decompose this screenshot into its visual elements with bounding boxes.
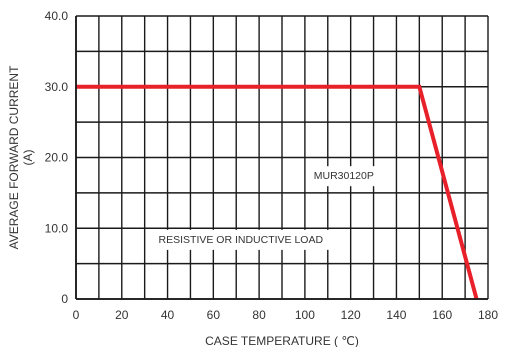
annotation-label: MUR30120P <box>314 170 374 182</box>
x-tick-label: 0 <box>73 308 80 322</box>
y-tick-label: 20.0 <box>45 151 69 165</box>
y-tick-label: 0 <box>61 292 68 306</box>
x-tick-label: 140 <box>386 308 406 322</box>
annotation-label: RESISTIVE OR INDUCTIVE LOAD <box>159 234 324 246</box>
annotation-background <box>306 166 381 187</box>
series <box>76 84 479 300</box>
series-line <box>76 84 479 300</box>
x-tick-label: 60 <box>207 308 221 322</box>
axes: 0 20 40 60 80 100 120 140 160 180 0 10.0 20.0 30.0 40.… <box>7 9 498 348</box>
x-tick-label: 100 <box>295 308 315 322</box>
annotation: RESISTIVE OR INDUCTIVE LOAD <box>151 229 331 250</box>
y-tick-label: 30.0 <box>45 80 69 94</box>
y-tick-label: 40.0 <box>45 9 69 23</box>
x-tick-label: 80 <box>252 308 266 322</box>
x-tick-label: 20 <box>115 308 129 322</box>
y-axis-label: AVERAGE FORWARD CURRENT <box>7 65 21 249</box>
y-tick-label: 10.0 <box>45 221 69 235</box>
y-axis-label-unit: (A) <box>21 150 35 166</box>
x-tick-label: 160 <box>432 308 452 322</box>
grid <box>75 15 489 300</box>
x-tick-label: 40 <box>161 308 175 322</box>
annotations: MUR30120P RESISTIVE OR INDUCTIVE LOAD <box>151 166 381 250</box>
x-tick-label: 120 <box>341 308 361 322</box>
annotation: MUR30120P <box>306 166 381 187</box>
x-tick-label: 180 <box>478 308 498 322</box>
annotation-background <box>151 229 331 250</box>
x-axis-label: CASE TEMPERATURE ( ℃) <box>205 334 359 347</box>
